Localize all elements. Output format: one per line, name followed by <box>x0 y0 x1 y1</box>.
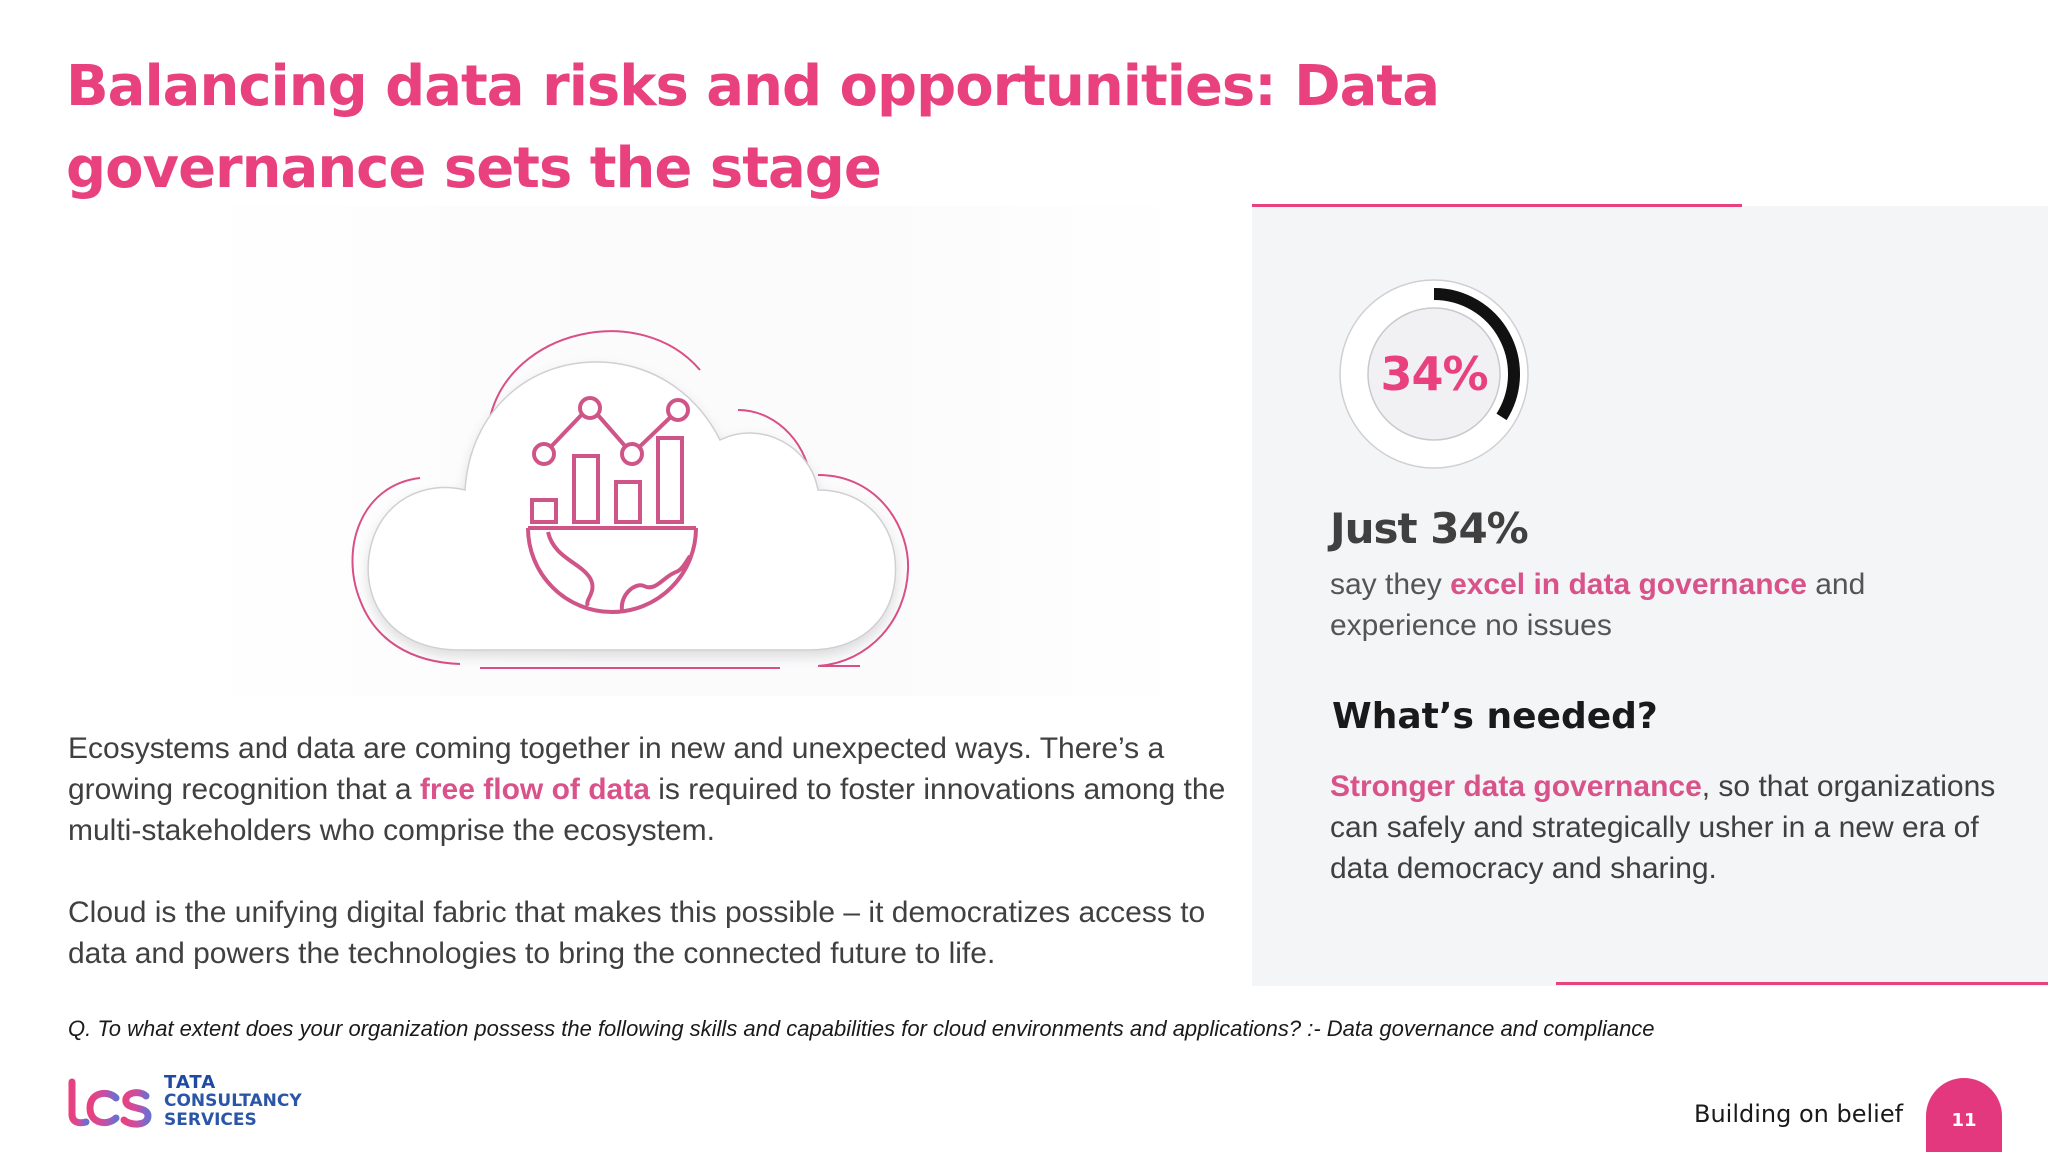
stat-description: say they excel in data governance and ex… <box>1330 564 1950 646</box>
needed-text: Stronger data governance, so that organi… <box>1330 766 2010 889</box>
body-paragraph-1: Ecosystems and data are coming together … <box>68 728 1248 851</box>
page-number: 11 <box>1926 1078 2002 1152</box>
stat-desc-highlight: excel in data governance <box>1450 568 1807 601</box>
tagline: Building on belief <box>1694 1100 1904 1128</box>
stat-desc-before: say they <box>1330 568 1451 601</box>
stat-desc-after: and experience no issues <box>1330 568 1866 642</box>
body-paragraph-2: Cloud is the unifying digital fabric tha… <box>68 896 1206 970</box>
tcs-logo <box>64 1078 152 1128</box>
para1-highlight: free flow of data <box>419 773 650 806</box>
logo-line-tata: TATA <box>164 1072 217 1093</box>
para1-after: is required to foster innovations among … <box>68 773 1226 847</box>
needed-highlight: Stronger data governance <box>1330 770 1702 803</box>
divider-top <box>1252 204 1742 207</box>
globe-icon <box>526 526 698 614</box>
survey-question: Q. To what extent does your organization… <box>68 1016 1655 1041</box>
bar-chart-icon <box>530 396 690 524</box>
divider-bottom <box>1556 982 2048 985</box>
needed-body: , so that organizations can safely and s… <box>1330 770 1996 885</box>
cloud-analytics-icon <box>340 300 940 680</box>
gauge-value: 34% <box>1380 347 1488 401</box>
stat-headline: Just 34% <box>1330 504 1529 553</box>
percentage-gauge <box>1339 279 1529 469</box>
needed-heading: What’s needed? <box>1332 696 1658 737</box>
logo-line-consultancy: CONSULTANCY <box>164 1091 302 1111</box>
logo-wordmark: TATA CONSULTANCY SERVICES <box>164 1073 302 1130</box>
logo-line-services: SERVICES <box>164 1110 257 1130</box>
para1-before: Ecosystems and data are coming together … <box>68 732 1165 806</box>
page-title: Balancing data risks and opportunities: … <box>66 54 1440 201</box>
gauge-arc <box>1433 288 1520 421</box>
